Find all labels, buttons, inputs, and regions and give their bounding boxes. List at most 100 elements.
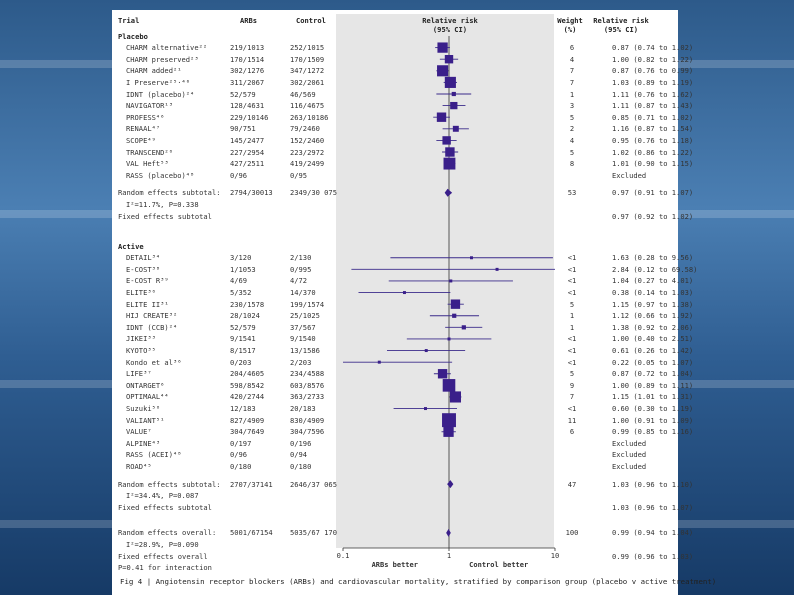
active-row-5-arbs: 28/1024	[230, 311, 260, 321]
active-subtotal-diamond	[447, 480, 454, 489]
placebo-row-1-ci: 1.00 (0.82 to 1.22)	[612, 54, 694, 64]
placebo-row-10-arbs: 427/2511	[230, 159, 265, 169]
placebo-row-3-control: 302/2061	[290, 77, 325, 87]
active-row-17-arbs: 0/96	[230, 450, 248, 460]
active-row-18-ci: Excluded	[612, 462, 647, 472]
active-row-4-marker	[450, 299, 461, 309]
active-row-1-arbs: 1/1053	[230, 264, 256, 274]
active-row-10-control: 234/4588	[290, 369, 325, 379]
active-row-12-ci: 1.15 (1.01 to 1.31)	[612, 392, 694, 402]
placebo-row-2-control: 347/1272	[290, 66, 325, 76]
active-row-6-control: 37/567	[290, 322, 316, 332]
active-row-1-trial: E-COST³⁸	[126, 264, 161, 274]
active-row-9-control: 2/203	[290, 357, 312, 367]
active-row-9-marker	[377, 360, 381, 364]
placebo-row-10-weight: 8	[569, 159, 575, 169]
active-row-11-weight: 9	[569, 380, 575, 390]
active-row-6-arbs: 52/579	[230, 322, 256, 332]
header-weight-line1: Weight	[557, 16, 583, 25]
placebo-fixed-ci: 0.97 (0.92 to 1.02)	[612, 211, 694, 221]
placebo-row-5-control: 116/4675	[290, 101, 325, 111]
placebo-row-8-ci: 0.95 (0.76 to 1.18)	[612, 135, 694, 145]
active-row-2-ci: 1.04 (0.27 to 4.01)	[612, 276, 694, 286]
header-trial: Trial	[118, 16, 140, 25]
placebo-row-5-weight: 3	[569, 101, 575, 111]
active-row-2-arbs: 4/69	[230, 276, 248, 286]
header-ci-line1: Relative risk	[593, 16, 649, 25]
active-row-7-marker	[447, 337, 451, 341]
active-row-11-marker	[442, 379, 456, 392]
placebo-row-7-marker	[452, 125, 459, 132]
active-row-6-marker	[461, 325, 466, 330]
active-row-15-trial: VALUE⁷	[126, 427, 152, 437]
active-row-5-trial: HIJ CREATE³²	[126, 311, 178, 321]
active-row-5-marker	[452, 313, 457, 318]
active-row-6-trial: IDNT (CCB)²⁴	[126, 322, 178, 332]
active-row-4-weight: 5	[569, 299, 575, 309]
placebo-row-11-trial: RASS (placebo)⁴⁸	[126, 170, 195, 180]
active-row-3-marker	[402, 291, 406, 295]
active-row-16-arbs: 0/197	[230, 438, 252, 448]
active-row-7-ci: 1.00 (0.40 to 2.51)	[612, 334, 694, 344]
placebo-row-5-trial: NAVIGATOR¹³	[126, 101, 173, 111]
placebo-row-8-marker	[442, 136, 451, 145]
placebo-row-2-weight: 7	[569, 66, 575, 76]
header-control: Control	[296, 16, 326, 25]
placebo-row-9-weight: 5	[569, 147, 575, 157]
placebo-random-weight: 53	[567, 188, 577, 198]
active-random-weight: 47	[567, 479, 577, 489]
active-row-14-marker	[442, 413, 456, 428]
active-row-7-control: 9/1540	[290, 334, 316, 344]
active-row-13-weight: <1	[567, 404, 577, 414]
overall-random-arbs: 5001/67154	[230, 528, 273, 538]
active-row-15-control: 304/7596	[290, 427, 325, 437]
placebo-row-0-weight: 6	[569, 43, 575, 53]
placebo-row-2-trial: CHARM added²¹	[126, 66, 182, 76]
active-row-1-control: 0/995	[290, 264, 312, 274]
group-active: Active	[118, 241, 144, 251]
active-row-12-control: 363/2733	[290, 392, 325, 402]
placebo-row-9-trial: TRANSCEND²⁰	[126, 147, 173, 157]
placebo-row-0-trial: CHARM alternative²²	[126, 43, 208, 53]
placebo-row-0-arbs: 219/1013	[230, 43, 265, 53]
active-row-1-weight: <1	[567, 264, 577, 274]
active-row-4-trial: ELITE II³¹	[126, 299, 169, 309]
active-row-14-ci: 1.00 (0.91 to 1.09)	[612, 415, 694, 425]
header-rr-line2: (95% CI)	[432, 25, 468, 34]
placebo-row-8-trial: SCOPE⁴⁹	[126, 135, 156, 145]
active-row-3-ci: 0.38 (0.14 to 1.03)	[612, 288, 694, 298]
active-fixed-ci: 1.03 (0.96 to 1.07)	[612, 502, 694, 512]
active-row-3-weight: <1	[567, 288, 577, 298]
active-row-9-ci: 0.22 (0.05 to 1.07)	[612, 357, 694, 367]
active-row-17-ci: Excluded	[612, 450, 647, 460]
placebo-row-0-control: 252/1015	[290, 43, 325, 53]
active-row-14-trial: VALIANT⁵¹	[126, 415, 165, 425]
placebo-row-9-control: 223/2972	[290, 147, 325, 157]
placebo-row-9-ci: 1.02 (0.86 to 1.22)	[612, 147, 694, 157]
active-row-2-weight: <1	[567, 276, 577, 286]
placebo-fixed-label: Fixed effects subtotal	[118, 211, 212, 221]
x-label-control-better: Control better	[469, 561, 529, 569]
active-row-13-ci: 0.60 (0.30 to 1.19)	[612, 404, 694, 414]
active-row-18-trial: ROAD⁴⁵	[126, 462, 152, 472]
placebo-row-7-trial: RENAAL⁴⁷	[126, 124, 161, 134]
overall-random-label: Random effects overall:	[118, 528, 217, 538]
placebo-row-2-ci: 0.87 (0.76 to 0.99)	[612, 66, 694, 76]
placebo-row-3-trial: I Preserve²⁵·⁴⁶	[126, 77, 191, 87]
overall-random-ci: 0.99 (0.94 to 1.04)	[612, 528, 694, 538]
active-row-13-control: 20/183	[290, 404, 316, 414]
placebo-row-1-trial: CHARM preserved²³	[126, 54, 199, 64]
placebo-row-4-marker	[451, 91, 456, 97]
placebo-row-10-trial: VAL Heft⁵³	[126, 159, 169, 169]
active-row-8-control: 13/1586	[290, 346, 320, 356]
placebo-row-9-arbs: 227/2954	[230, 147, 265, 157]
active-row-15-ci: 0.99 (0.85 to 1.16)	[612, 427, 694, 437]
placebo-row-1-arbs: 170/1514	[230, 54, 265, 64]
placebo-row-1-control: 170/1509	[290, 54, 325, 64]
group-placebo: Placebo	[118, 31, 148, 41]
active-row-11-arbs: 598/8542	[230, 380, 265, 390]
placebo-heterogeneity: I²=11.7%, P=0.338	[126, 199, 199, 209]
placebo-row-3-arbs: 311/2067	[230, 77, 265, 87]
active-row-9-weight: <1	[567, 357, 577, 367]
overall-heterogeneity: I²=28.9%, P=0.090	[126, 539, 199, 549]
